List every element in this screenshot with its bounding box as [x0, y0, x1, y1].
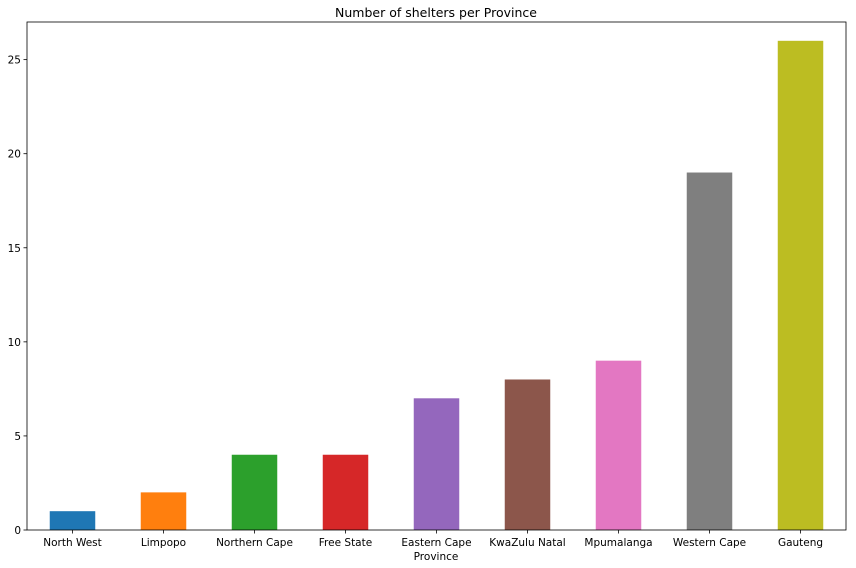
bar-western-cape [686, 172, 733, 530]
bars-group [49, 40, 824, 530]
bar-free-state [322, 454, 369, 530]
y-tick-label: 10 [8, 337, 21, 349]
bar-mpumalanga [595, 360, 642, 530]
x-tick-label: Western Cape [673, 537, 746, 549]
x-tick-label: KwaZulu Natal [489, 537, 565, 549]
bar-kwazulu-natal [504, 379, 551, 530]
y-tick-label: 15 [8, 243, 21, 255]
x-tick-label: Free State [319, 537, 372, 549]
x-tick-label: Eastern Cape [401, 537, 471, 549]
bar-limpopo [140, 492, 187, 530]
y-tick-label: 0 [14, 525, 21, 537]
y-tick-label: 25 [8, 55, 21, 67]
plot-frame [26, 21, 847, 531]
y-axis-ticks: 0 5 10 15 20 25 [8, 55, 27, 537]
chart-title: Number of shelters per Province [335, 5, 537, 20]
bar-gauteng [777, 40, 824, 530]
bar-eastern-cape [413, 398, 460, 530]
x-tick-label: Mpumalanga [584, 537, 652, 549]
bar-north-west [49, 511, 96, 530]
x-tick-label: Gauteng [778, 537, 823, 549]
bar-northern-cape [231, 454, 278, 530]
x-tick-label: Northern Cape [216, 537, 293, 549]
x-axis-label: Province [414, 551, 459, 563]
y-tick-label: 5 [14, 431, 21, 443]
y-tick-label: 20 [8, 149, 21, 161]
x-tick-label: North West [43, 537, 102, 549]
x-axis-ticks: North West Limpopo Northern Cape Free State… [43, 530, 823, 549]
x-tick-label: Limpopo [141, 537, 186, 549]
